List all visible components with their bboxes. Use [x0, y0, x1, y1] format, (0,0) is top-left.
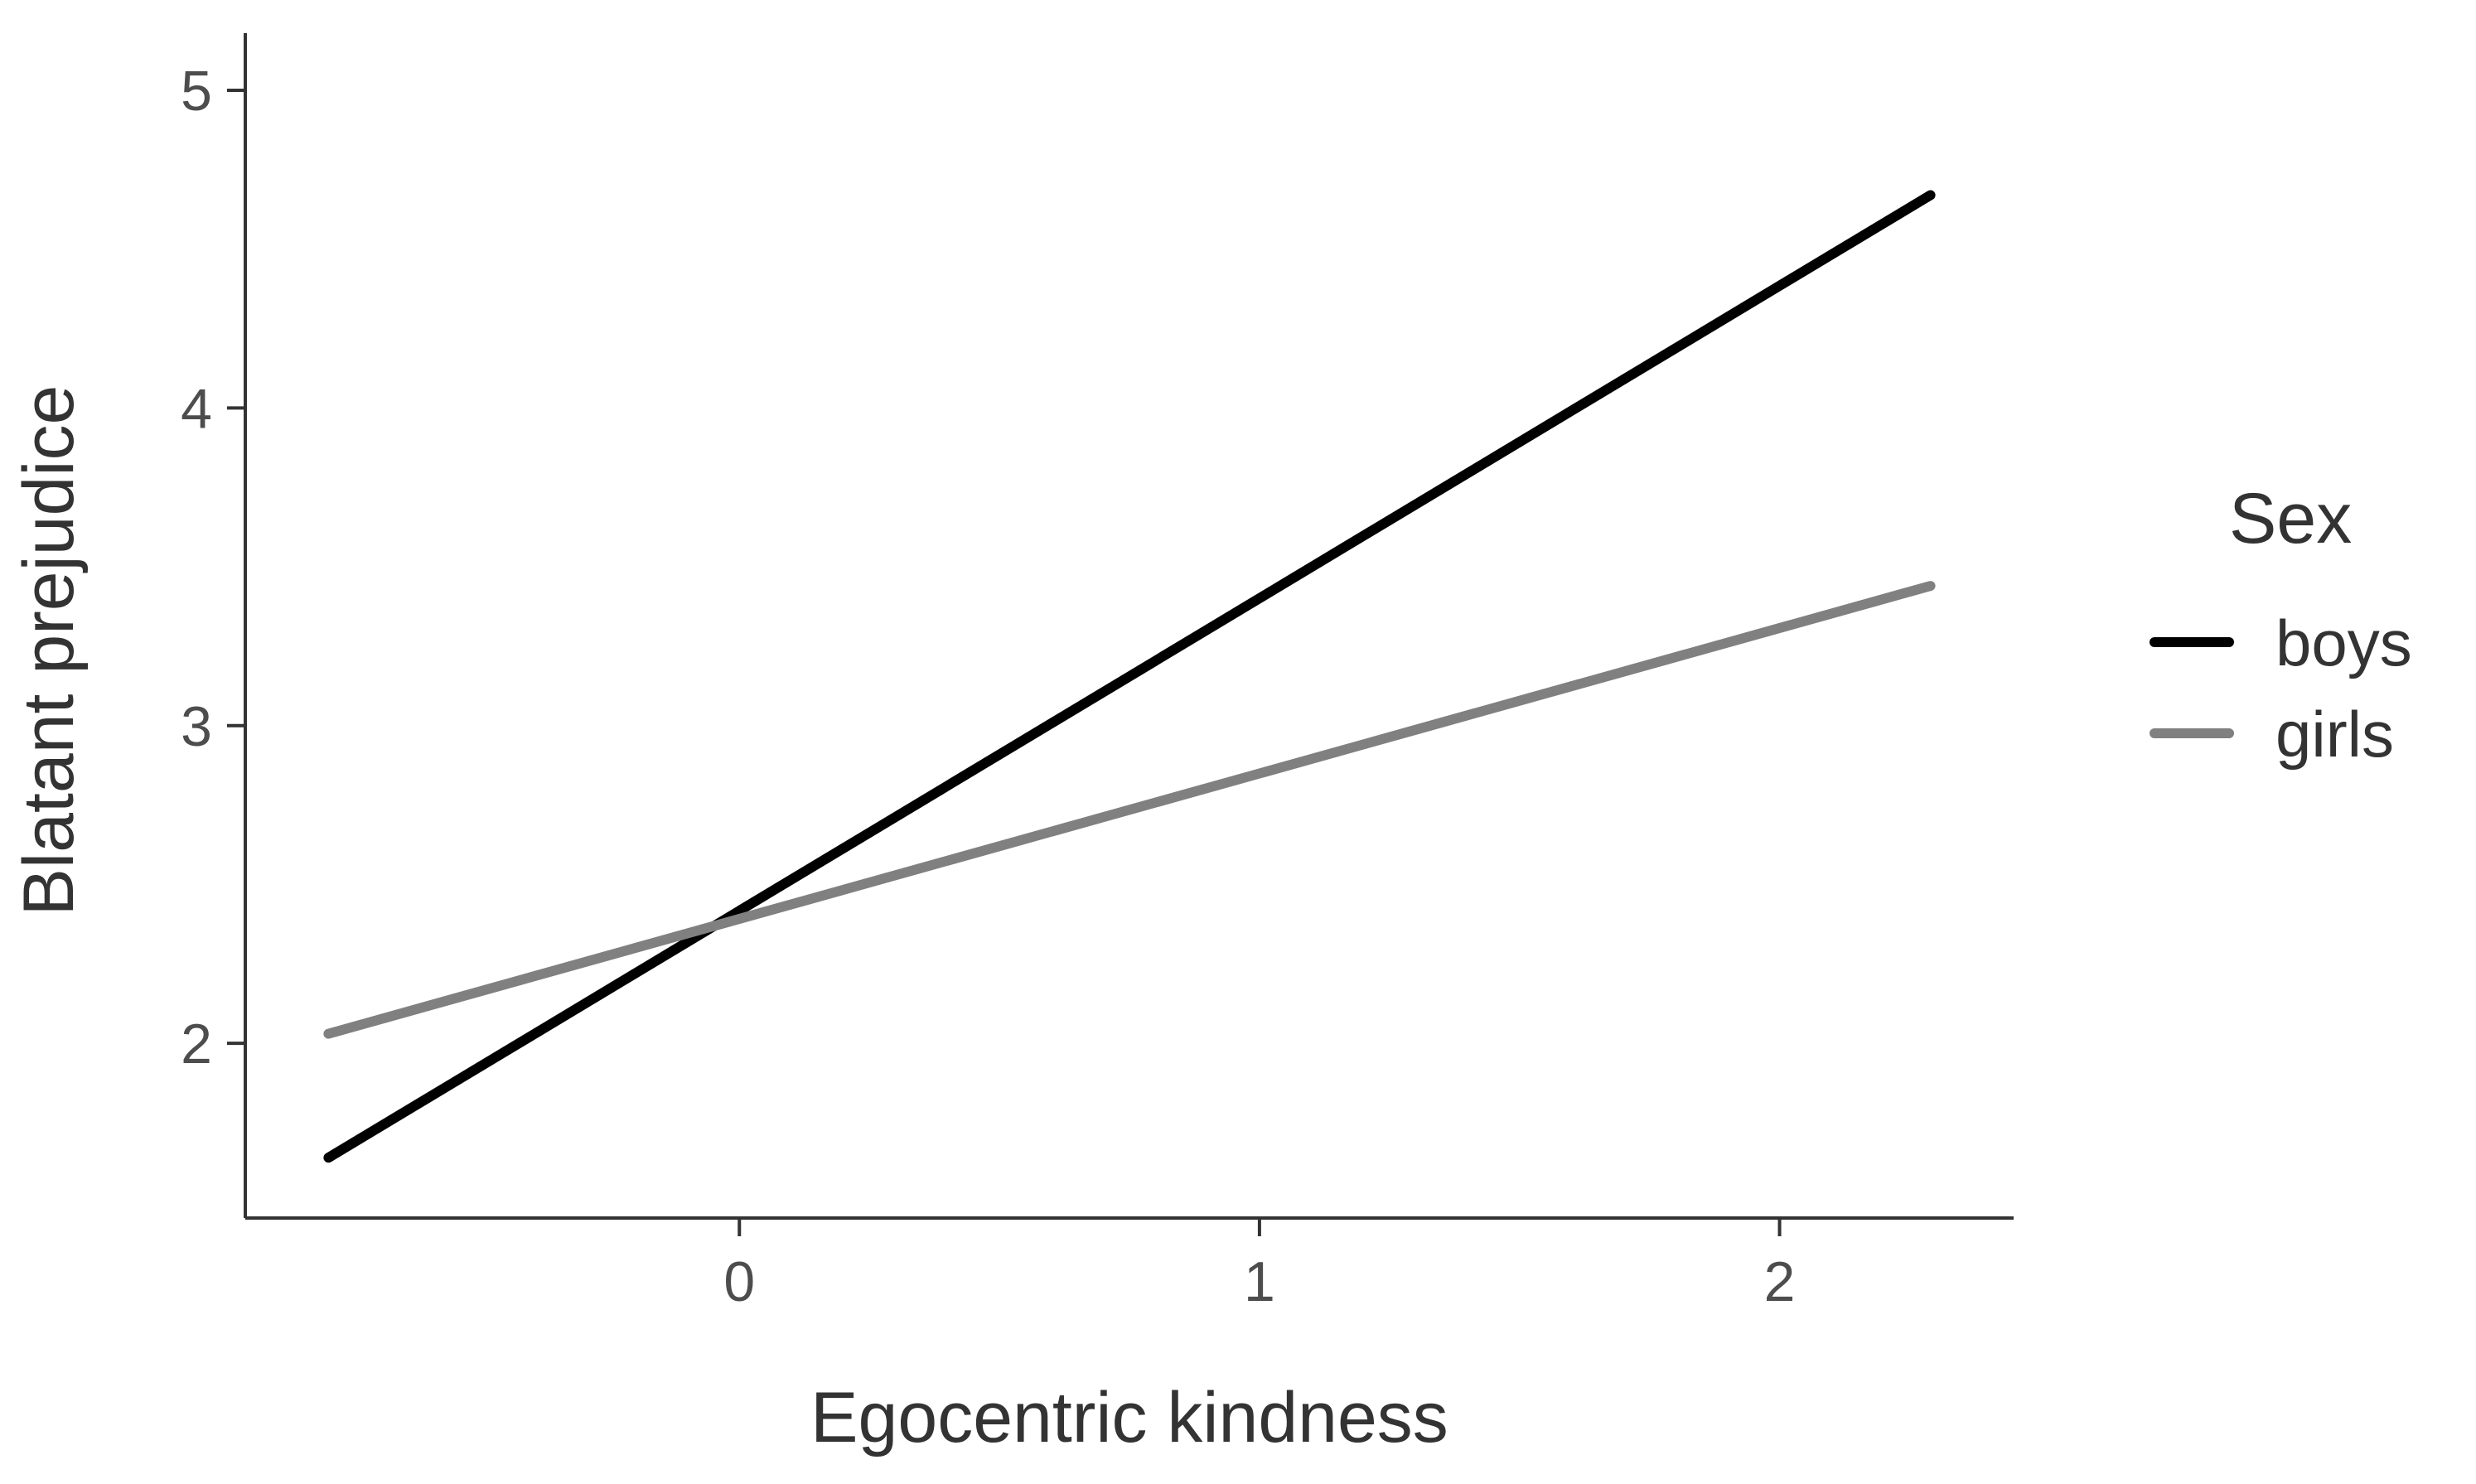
legend-label-boys: boys [2275, 607, 2412, 679]
y-tick-label: 3 [181, 695, 212, 758]
x-tick-label: 0 [723, 1250, 755, 1313]
y-axis-title: Blatant prejudice [9, 385, 89, 916]
y-tick-label: 5 [181, 60, 212, 123]
legend-items: boys girls [2150, 607, 2412, 771]
legend-label-girls: girls [2275, 698, 2394, 771]
legend: Sex boys girls [2150, 479, 2412, 771]
x-tick-label: 1 [1244, 1250, 1275, 1313]
y-tick-label: 2 [181, 1013, 212, 1076]
series-line-boys [323, 190, 1936, 1163]
y-tick-label: 4 [181, 377, 212, 440]
x-tick-label: 2 [1764, 1250, 1796, 1313]
axes-layer: 2 3 4 5 0 1 2 [181, 33, 2014, 1313]
legend-title: Sex [2229, 479, 2352, 558]
series-line-girls [323, 581, 1936, 1039]
x-axis-title: Egocentric kindness [810, 1378, 1448, 1457]
series-layer [323, 190, 1936, 1163]
